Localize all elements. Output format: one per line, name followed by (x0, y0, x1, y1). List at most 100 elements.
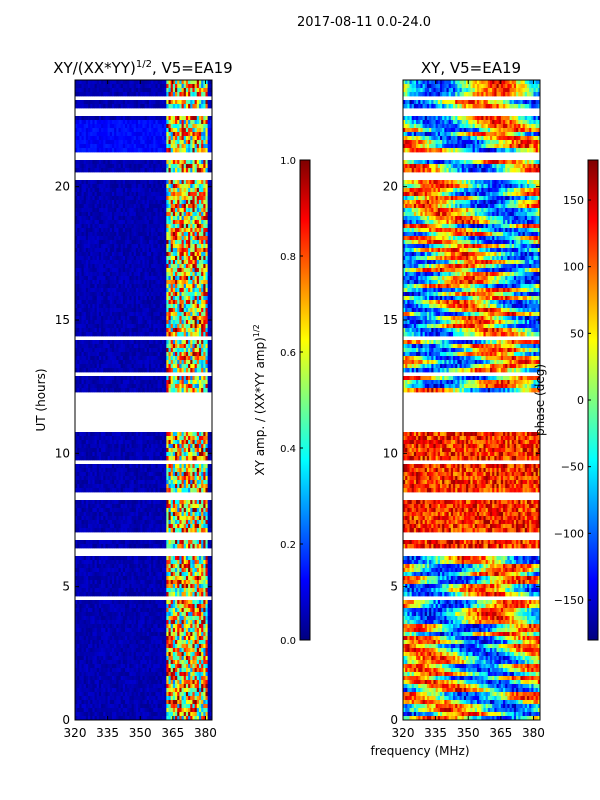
heatmap-cell (207, 444, 211, 449)
heatmap-cell (107, 264, 111, 269)
heatmap-cell (194, 320, 198, 325)
heatmap-cell (172, 128, 176, 133)
heatmap-cell (118, 452, 122, 457)
heatmap-cell (205, 212, 209, 217)
heatmap-cell (127, 448, 130, 453)
heatmap-cell (116, 308, 119, 313)
heatmap-cell (148, 440, 152, 445)
heatmap-cell (142, 212, 145, 217)
heatmap-cell (203, 204, 206, 209)
heatmap-cell (77, 80, 80, 85)
heatmap-cell (122, 220, 126, 225)
heatmap-cell (120, 196, 124, 201)
heatmap-cell (194, 136, 198, 141)
heatmap-cell (135, 360, 139, 365)
heatmap-cell (148, 168, 152, 173)
heatmap-cell (203, 252, 206, 257)
heatmap-cell (122, 192, 126, 197)
heatmap-cell (205, 188, 209, 193)
heatmap-cell (179, 248, 182, 253)
heatmap-cell (192, 436, 195, 441)
heatmap-cell (138, 184, 141, 189)
heatmap-cell (120, 200, 124, 205)
heatmap-cell (164, 188, 167, 193)
heatmap-cell (142, 320, 145, 325)
heatmap-cell (157, 200, 161, 205)
heatmap-cell (101, 244, 104, 249)
heatmap-cell (196, 160, 200, 165)
heatmap-cell (207, 104, 211, 109)
heatmap-cell (159, 228, 163, 233)
heatmap-cell (148, 308, 152, 313)
heatmap-cell (172, 296, 176, 301)
heatmap-cell (192, 360, 195, 365)
heatmap-cell (92, 124, 95, 129)
heatmap-cell (161, 88, 165, 93)
heatmap-cell (131, 380, 135, 385)
heatmap-cell (138, 248, 141, 253)
heatmap-cell (203, 348, 206, 353)
heatmap-cell (94, 224, 98, 229)
heatmap-cell (107, 132, 111, 137)
heatmap-cell (177, 384, 180, 389)
heatmap-cell (107, 232, 111, 237)
heatmap-cell (170, 200, 174, 205)
heatmap-cell (120, 232, 124, 237)
heatmap-cell (88, 452, 91, 457)
heatmap-cell (179, 288, 182, 293)
heatmap-cell (181, 444, 185, 449)
heatmap-cell (125, 120, 128, 125)
heatmap-cell (168, 456, 172, 461)
heatmap-cell (155, 252, 159, 257)
heatmap-cell (201, 324, 204, 329)
heatmap-cell (140, 328, 143, 333)
heatmap-cell (92, 360, 95, 365)
heatmap-cell (188, 212, 191, 217)
heatmap-cell (170, 192, 174, 197)
heatmap-cell (146, 184, 150, 189)
heatmap-cell (172, 284, 176, 289)
heatmap-cell (155, 120, 159, 125)
heatmap-cell (157, 208, 161, 213)
heatmap-cell (105, 468, 109, 473)
heatmap-cell (170, 436, 174, 441)
heatmap-cell (179, 352, 182, 357)
heatmap-cell (131, 244, 135, 249)
heatmap-cell (151, 252, 154, 257)
heatmap-cell (168, 212, 172, 217)
heatmap-cell (203, 272, 206, 277)
heatmap-cell (107, 268, 111, 273)
heatmap-cell (148, 468, 152, 473)
heatmap-cell (175, 132, 178, 137)
heatmap-cell (81, 228, 85, 233)
heatmap-cell (90, 260, 93, 265)
heatmap-cell (131, 116, 135, 121)
heatmap-cell (118, 284, 122, 289)
heatmap-cell (198, 352, 202, 357)
heatmap-cell (107, 368, 111, 373)
heatmap-cell (198, 452, 202, 457)
heatmap-cell (155, 444, 159, 449)
heatmap-cell (90, 312, 93, 317)
heatmap-cell (109, 380, 113, 385)
heatmap-cell (88, 236, 91, 241)
heatmap-cell (192, 448, 195, 453)
heatmap-cell (209, 164, 212, 169)
heatmap-cell (77, 384, 80, 389)
heatmap-cell (161, 120, 165, 125)
heatmap-cell (190, 220, 193, 225)
heatmap-cell (168, 260, 172, 265)
heatmap-cell (105, 296, 109, 301)
heatmap-cell (146, 248, 150, 253)
heatmap-cell (192, 164, 195, 169)
heatmap-cell (144, 104, 148, 109)
heatmap-cell (194, 116, 198, 121)
heatmap-cell (96, 260, 100, 265)
heatmap-cell (81, 276, 85, 281)
heatmap-cell (83, 324, 87, 329)
heatmap-cell (114, 252, 117, 257)
heatmap-cell (185, 244, 189, 249)
heatmap-cell (209, 316, 212, 321)
heatmap-cell (83, 80, 87, 85)
heatmap-cell (127, 204, 130, 209)
